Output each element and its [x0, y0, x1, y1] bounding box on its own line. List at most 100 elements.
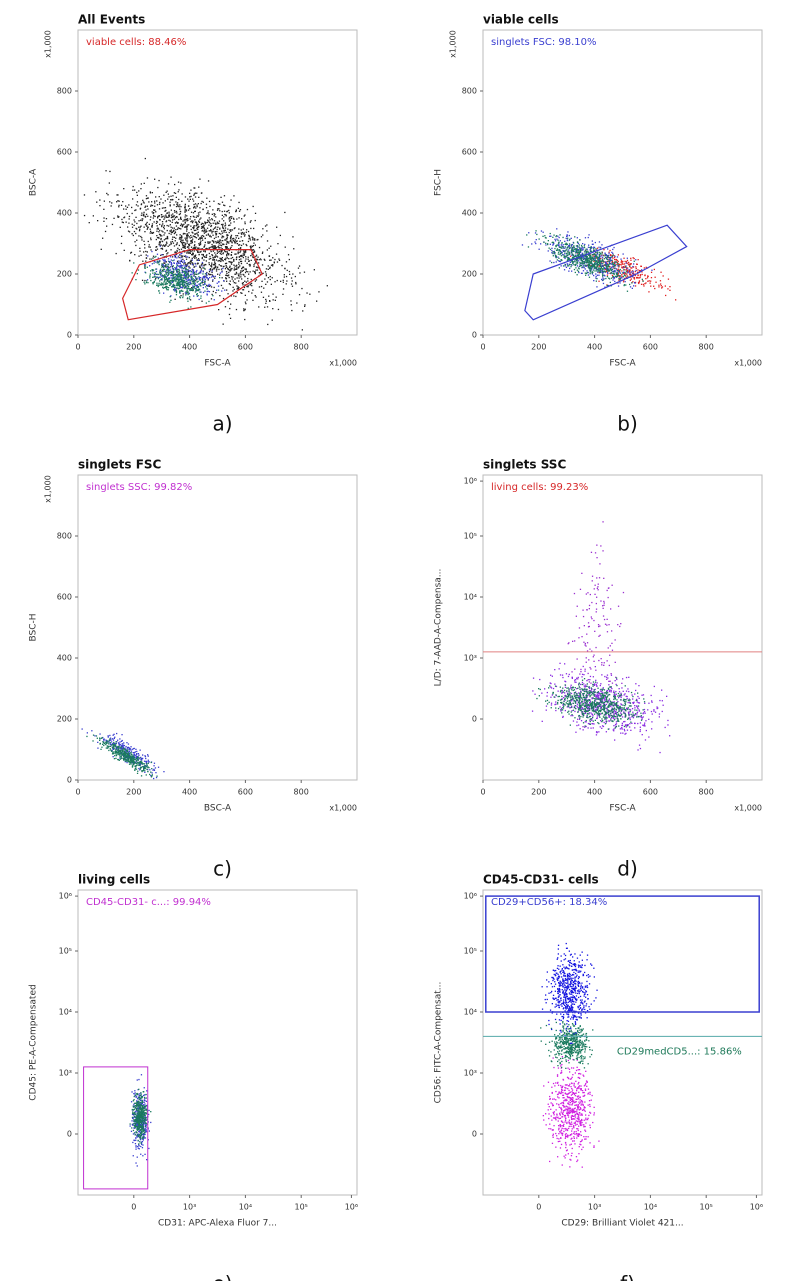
event-dot	[197, 280, 199, 282]
event-dot	[609, 266, 611, 268]
event-dot	[550, 674, 552, 676]
event-dot	[648, 718, 650, 720]
event-dot	[568, 244, 570, 247]
event-dot	[233, 227, 235, 230]
event-dot	[108, 741, 110, 743]
event-dot	[185, 263, 187, 265]
event-dot	[581, 263, 583, 265]
event-dot	[623, 257, 625, 259]
event-dot	[206, 288, 208, 290]
event-dot	[109, 734, 111, 737]
event-dot	[200, 272, 202, 274]
event-dot	[229, 247, 231, 250]
event-dot	[144, 770, 146, 772]
event-dot	[194, 282, 196, 284]
event-dot	[552, 252, 554, 255]
event-dot	[291, 309, 293, 312]
event-dot	[593, 253, 595, 256]
event-dot	[592, 656, 594, 658]
event-dot	[581, 267, 583, 269]
event-dot	[196, 192, 198, 194]
event-dot	[210, 229, 212, 231]
event-dot	[598, 241, 601, 243]
event-dot	[602, 550, 604, 552]
event-dot	[566, 265, 569, 267]
event-dot	[587, 679, 589, 681]
y-tick-label: 0	[472, 331, 477, 340]
event-dot	[184, 246, 186, 248]
event-dot	[590, 261, 593, 263]
event-dot	[661, 287, 663, 289]
event-dot	[231, 245, 233, 247]
event-dot	[219, 239, 221, 241]
event-dot	[216, 252, 218, 254]
event-dot	[149, 246, 151, 248]
event-dot	[205, 260, 207, 262]
event-dot	[225, 274, 228, 276]
event-dot	[132, 757, 134, 760]
event-dot	[208, 273, 210, 275]
event-dot	[569, 255, 572, 257]
event-dot	[194, 257, 196, 259]
event-dot	[643, 267, 645, 269]
event-dot	[178, 244, 180, 247]
event-dot	[618, 279, 620, 281]
event-dot	[227, 300, 229, 303]
event-dot	[132, 761, 134, 763]
event-dot	[197, 226, 199, 229]
event-dot	[181, 225, 184, 227]
event-dot	[202, 225, 204, 227]
event-dot	[594, 241, 596, 244]
event-dot	[255, 255, 257, 258]
event-dot	[140, 767, 142, 769]
event-dot	[185, 285, 187, 288]
event-dot	[168, 273, 170, 275]
event-dot	[250, 259, 252, 261]
event-dot	[204, 230, 206, 232]
x-tick-label: 0	[75, 788, 80, 797]
event-dot	[201, 230, 203, 232]
event-dot	[158, 284, 160, 286]
event-dot	[175, 266, 178, 269]
event-dot	[566, 235, 568, 237]
event-dot	[622, 266, 625, 269]
event-dot	[170, 280, 172, 282]
event-dot	[240, 276, 242, 278]
event-dot	[170, 199, 172, 201]
event-dot	[148, 761, 150, 763]
event-dot	[582, 265, 585, 267]
event-dot	[259, 273, 262, 275]
event-dot	[225, 215, 227, 217]
event-dot	[564, 250, 566, 252]
event-dot	[613, 270, 615, 273]
event-dot	[588, 244, 590, 246]
event-dot	[644, 702, 646, 704]
event-dot	[617, 273, 619, 275]
event-dot	[169, 261, 171, 264]
event-dot	[580, 690, 582, 692]
event-dot	[188, 270, 190, 272]
event-dot	[212, 268, 214, 270]
event-dot	[617, 260, 619, 263]
event-dot	[194, 210, 196, 213]
event-dot	[589, 679, 591, 681]
event-dot	[282, 293, 284, 295]
event-dot	[135, 279, 137, 281]
event-dot	[132, 759, 134, 761]
event-dot	[540, 243, 542, 245]
event-dot	[171, 238, 174, 240]
event-dot	[155, 776, 158, 779]
event-dot	[190, 225, 192, 227]
event-dot	[185, 281, 187, 283]
event-dot	[552, 244, 554, 246]
event-dot	[613, 277, 615, 280]
event-dot	[143, 769, 145, 771]
event-dot	[183, 277, 185, 279]
event-dot	[575, 267, 577, 269]
event-dot	[161, 264, 163, 267]
event-dot	[165, 281, 167, 283]
event-dot	[587, 274, 590, 276]
event-dot	[264, 271, 267, 273]
event-dot	[642, 280, 644, 282]
event-dot	[169, 296, 171, 298]
